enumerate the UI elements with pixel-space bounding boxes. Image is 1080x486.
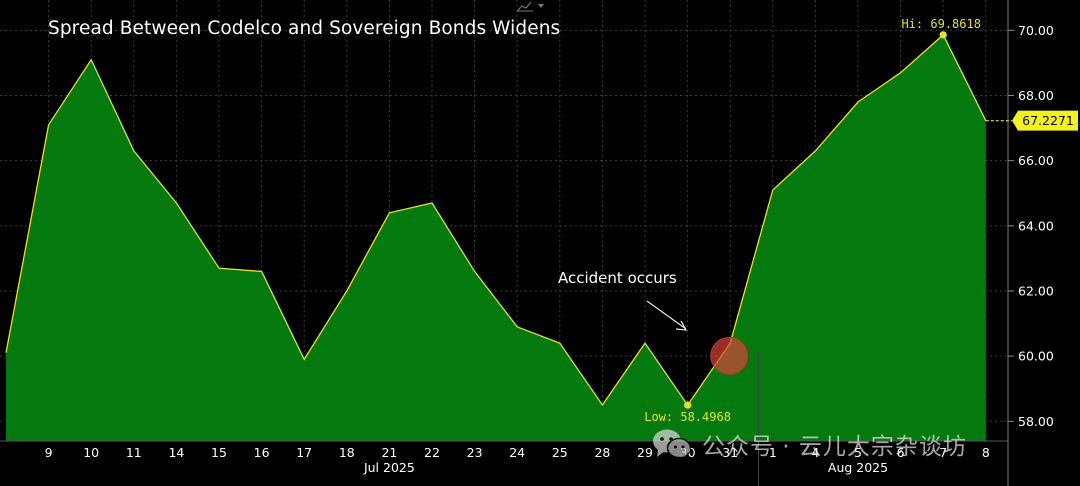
low-label: Low: 58.4968 xyxy=(644,410,731,424)
x-tick-label: 21 xyxy=(381,445,397,460)
x-tick-label: 29 xyxy=(637,445,653,460)
annotation-arrowhead xyxy=(675,320,688,331)
y-tick-label: 58.00 xyxy=(1018,414,1054,429)
high-label: Hi: 69.8618 xyxy=(901,17,980,31)
x-month-label: Aug 2025 xyxy=(828,460,888,475)
x-tick-label: 1 xyxy=(769,445,777,460)
low-marker xyxy=(684,401,692,409)
y-tick-label: 66.00 xyxy=(1018,153,1054,168)
y-tick-label: 62.00 xyxy=(1018,283,1054,298)
x-tick-label: 15 xyxy=(211,445,227,460)
x-tick-label: 17 xyxy=(296,445,312,460)
wechat-icon xyxy=(653,429,692,459)
y-tick-label: 70.00 xyxy=(1018,23,1054,38)
x-tick-label: 6 xyxy=(897,445,905,460)
x-tick-label: 10 xyxy=(83,445,99,460)
last-value-label: 67.2271 xyxy=(1022,113,1074,128)
x-tick-label: 11 xyxy=(126,445,142,460)
x-tick-label: 16 xyxy=(254,445,270,460)
x-month-label: Jul 2025 xyxy=(363,460,415,475)
x-tick-label: 14 xyxy=(168,445,184,460)
x-tick-label: 18 xyxy=(339,445,355,460)
x-tick-label: 7 xyxy=(939,445,947,460)
annotation-text: Accident occurs xyxy=(558,269,677,287)
area-series xyxy=(6,34,986,441)
x-tick-label: 4 xyxy=(811,445,819,460)
x-tick-label: 9 xyxy=(45,445,53,460)
x-tick-label: 31 xyxy=(722,445,738,460)
watermark: 公众号 · 云儿大宗杂谈坊 xyxy=(652,426,967,462)
x-tick-label: 24 xyxy=(509,445,525,460)
annotation-arrow xyxy=(646,300,687,330)
series-line xyxy=(5,33,987,407)
x-tick-label: 8 xyxy=(982,445,990,460)
y-tick-label: 64.00 xyxy=(1018,218,1054,233)
y-tick-label: 68.00 xyxy=(1018,88,1054,103)
x-tick-label: 5 xyxy=(854,445,862,460)
x-tick-label: 25 xyxy=(552,445,568,460)
y-tick-label: 60.00 xyxy=(1018,349,1054,364)
chart-type-icon[interactable] xyxy=(516,0,548,12)
last-value-tag xyxy=(1012,110,1078,131)
chart-title: Spread Between Codelco and Sovereign Bon… xyxy=(48,18,561,39)
highlight-circle xyxy=(710,336,749,375)
watermark-text: 公众号 · 云儿大宗杂谈坊 xyxy=(702,434,967,460)
x-tick-label: 28 xyxy=(594,445,610,460)
high-marker xyxy=(939,31,947,39)
x-tick-label: 23 xyxy=(467,445,483,460)
x-tick-label: 22 xyxy=(424,445,440,460)
